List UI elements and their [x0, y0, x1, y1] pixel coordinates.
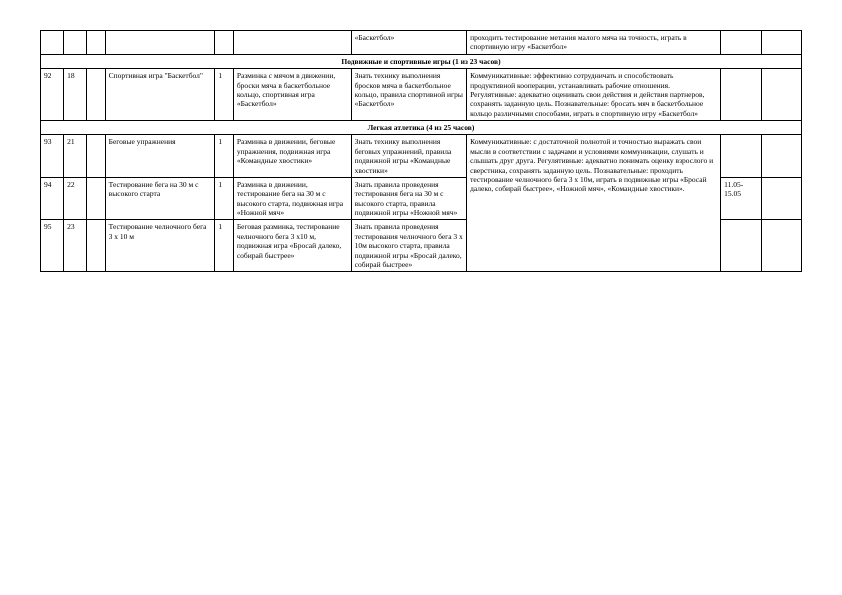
- cell: Знать технику выполнения беговых упражне…: [351, 135, 466, 178]
- cell: 23: [64, 220, 87, 272]
- cell: [761, 31, 801, 55]
- cell: [87, 135, 105, 178]
- cell: [721, 220, 761, 272]
- section-row: Подвижные и спортивные игры (1 из 23 час…: [41, 54, 802, 68]
- cell: 1: [215, 69, 233, 121]
- table-row: «Баскетбол» проходить тестирование метан…: [41, 31, 802, 55]
- cell: 93: [41, 135, 64, 178]
- section-header: Легкая атлетика (4 из 25 часов): [41, 121, 802, 135]
- cell: Разминка с мячом в движении, броски мяча…: [233, 69, 351, 121]
- section-header: Подвижные и спортивные игры (1 из 23 час…: [41, 54, 802, 68]
- cell: [64, 31, 87, 55]
- cell: 11.05-15.05: [721, 177, 761, 220]
- cell: 92: [41, 69, 64, 121]
- cell: Тестирование бега на 30 м с высокого ста…: [105, 177, 215, 220]
- cell: [721, 135, 761, 178]
- cell: [87, 69, 105, 121]
- cell: Разминка в движении, тестирование бега н…: [233, 177, 351, 220]
- cell: 22: [64, 177, 87, 220]
- cell: [87, 220, 105, 272]
- cell: [87, 177, 105, 220]
- cell: Тестирование челночного бега 3 х 10 м: [105, 220, 215, 272]
- cell: [721, 69, 761, 121]
- cell: 18: [64, 69, 87, 121]
- curriculum-table: «Баскетбол» проходить тестирование метан…: [40, 30, 802, 272]
- cell: [233, 31, 351, 55]
- section-row: Легкая атлетика (4 из 25 часов): [41, 121, 802, 135]
- cell: [721, 31, 761, 55]
- cell: Знать правила проведения тестирования че…: [351, 220, 466, 272]
- cell: 1: [215, 177, 233, 220]
- cell: Коммуникативные: с достаточной полнотой …: [467, 135, 721, 272]
- cell: Коммуникативные: эффективно сотрудничать…: [467, 69, 721, 121]
- cell: [761, 220, 801, 272]
- cell: Беговые упражнения: [105, 135, 215, 178]
- cell: [215, 31, 233, 55]
- cell: 95: [41, 220, 64, 272]
- cell: Беговая разминка, тестирование челночног…: [233, 220, 351, 272]
- cell: Спортивная игра "Баскетбол": [105, 69, 215, 121]
- cell: [761, 135, 801, 178]
- cell: [761, 177, 801, 220]
- cell: 94: [41, 177, 64, 220]
- cell: «Баскетбол»: [351, 31, 466, 55]
- cell: 1: [215, 220, 233, 272]
- cell: 1: [215, 135, 233, 178]
- cell: Знать правила проведения тестирования бе…: [351, 177, 466, 220]
- cell: [105, 31, 215, 55]
- cell: [761, 69, 801, 121]
- table-row: 92 18 Спортивная игра "Баскетбол" 1 Разм…: [41, 69, 802, 121]
- cell: проходить тестирование метания малого мя…: [467, 31, 721, 55]
- table-row: 93 21 Беговые упражнения 1 Разминка в дв…: [41, 135, 802, 178]
- cell: [41, 31, 64, 55]
- cell: Разминка в движении, беговые упражнения,…: [233, 135, 351, 178]
- cell: Знать технику выполнения бросков мяча в …: [351, 69, 466, 121]
- cell: 21: [64, 135, 87, 178]
- cell: [87, 31, 105, 55]
